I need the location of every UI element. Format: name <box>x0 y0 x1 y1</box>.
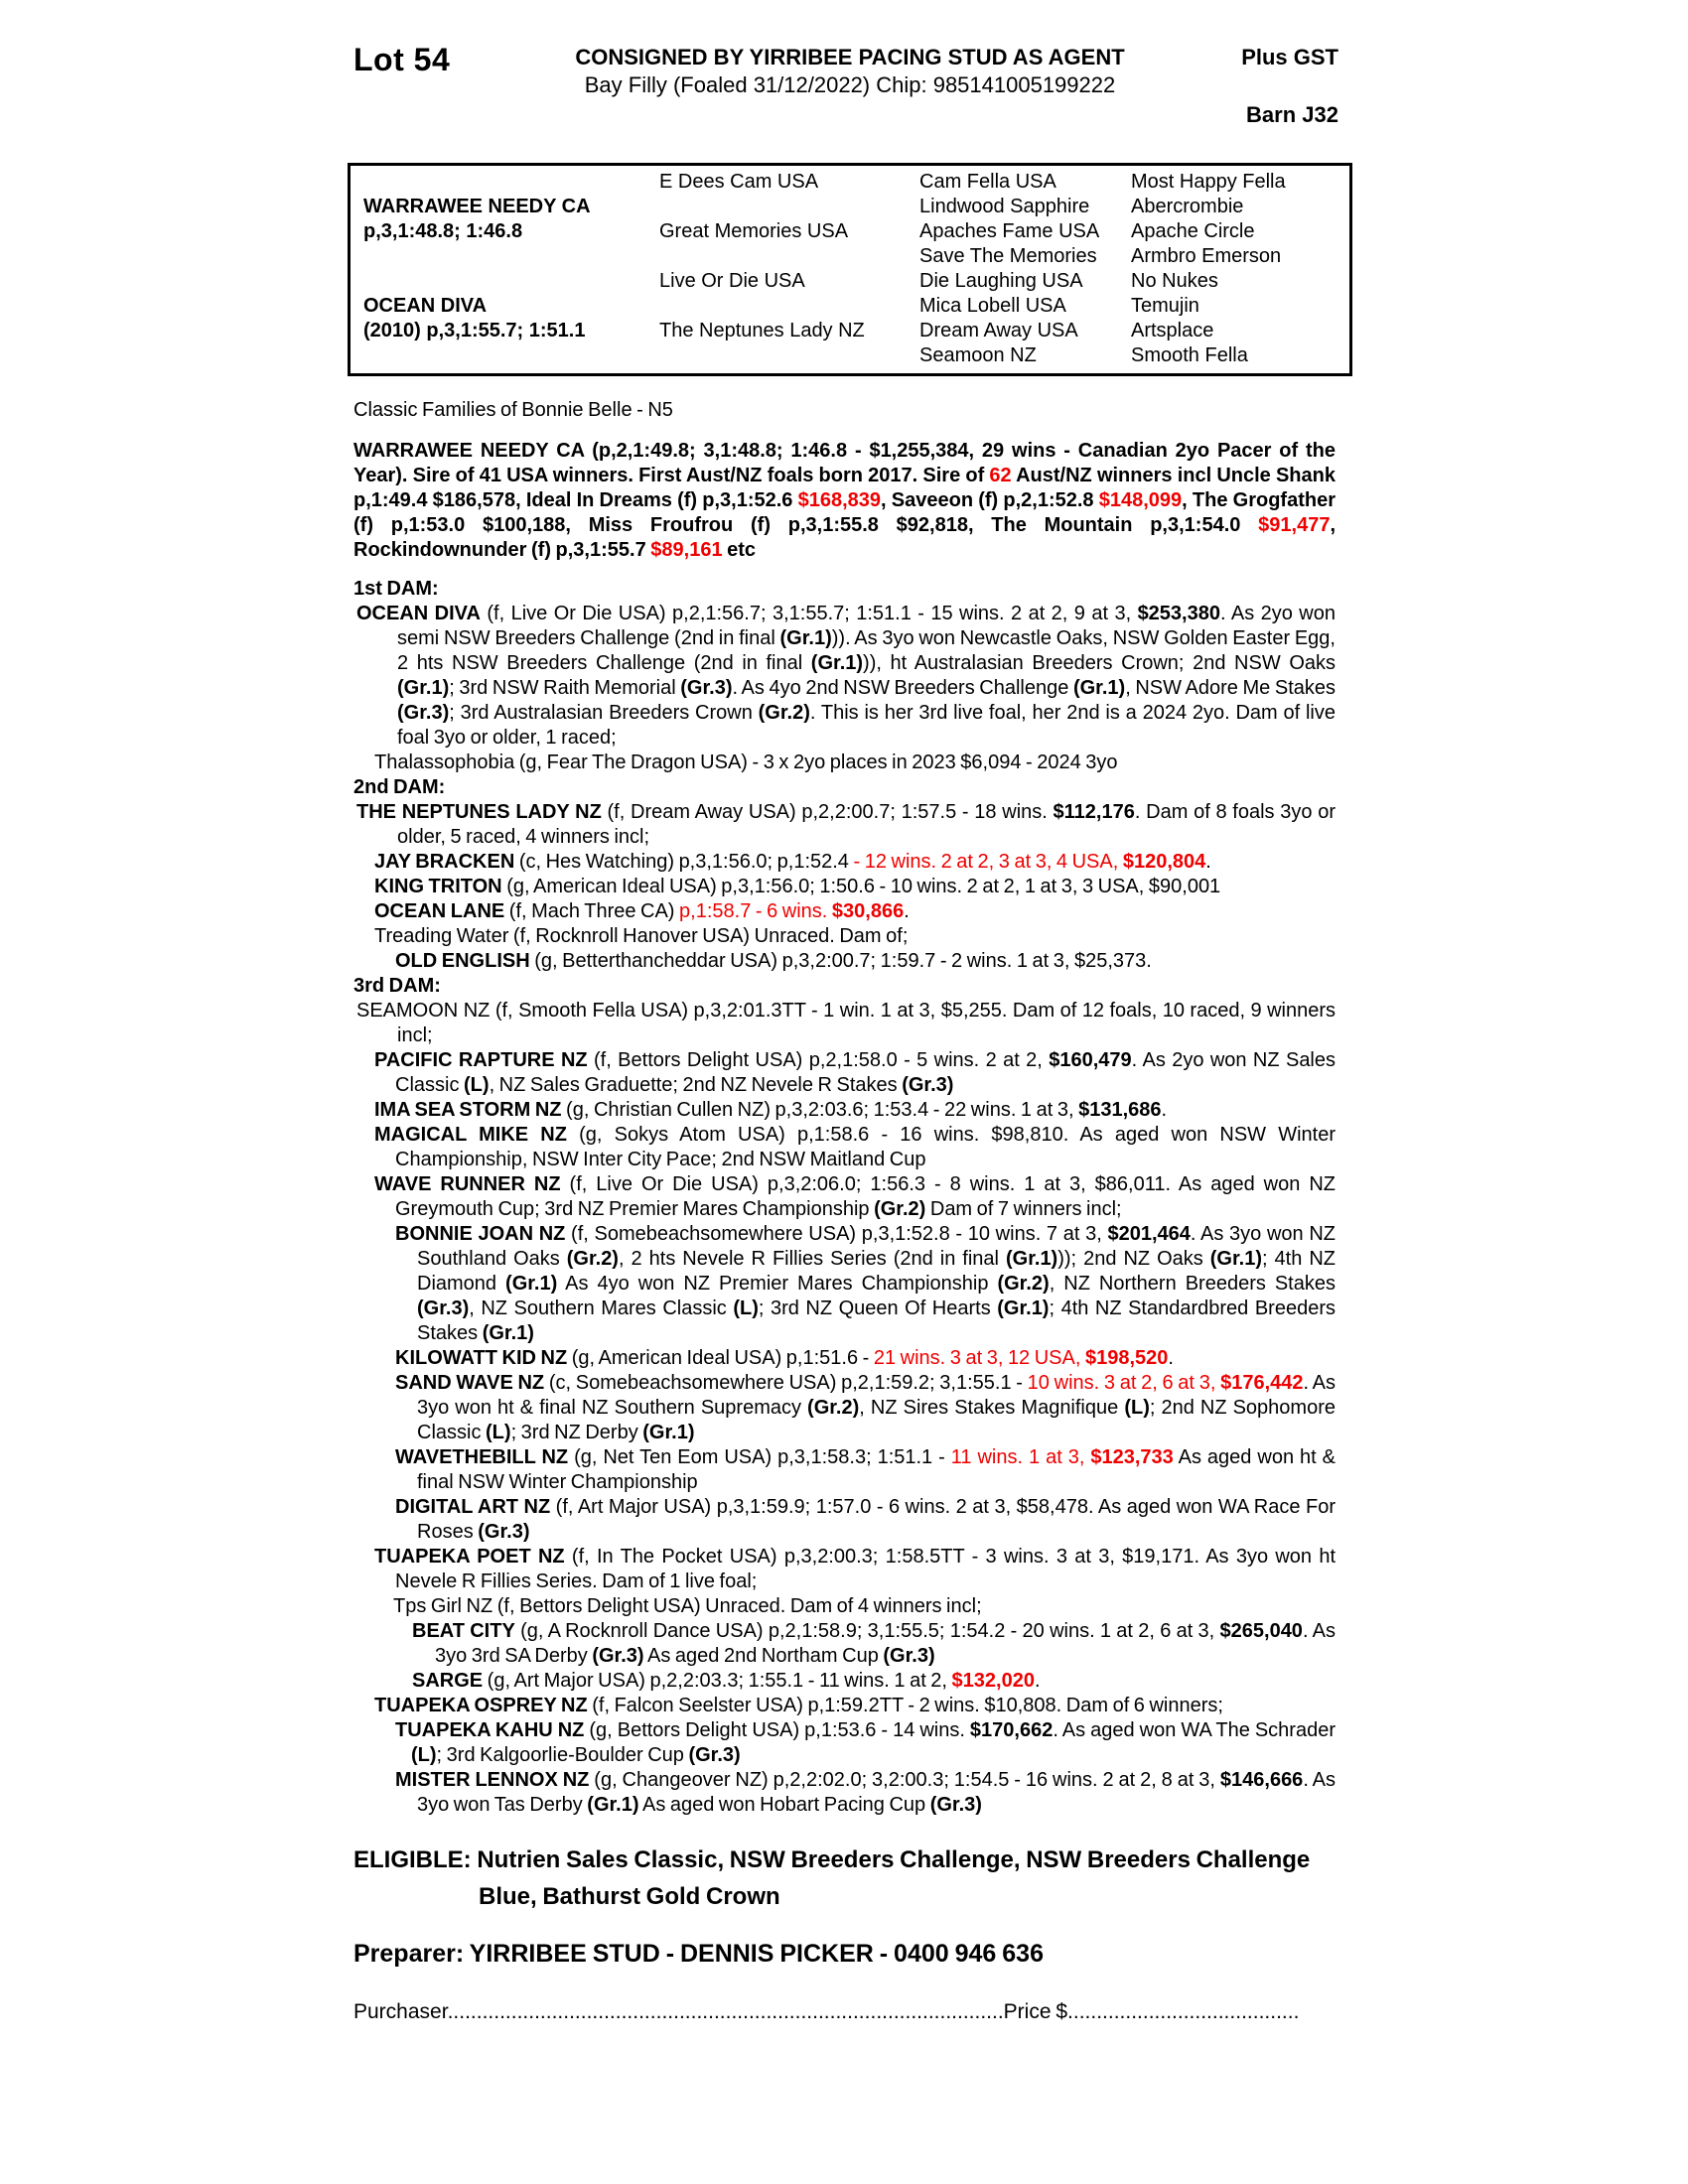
para-second-dam-label: 2nd DAM: <box>353 776 446 798</box>
pedigree-ancestor: Most Happy Fella <box>1131 171 1286 193</box>
pedigree-principal <box>351 269 646 294</box>
para-ocean-lane: OCEAN LANE (f, Mach Three CA) p,1:58.7 -… <box>374 900 910 922</box>
para-wavethebill: WAVETHEBILL NZ (g, Net Ten Eom USA) p,3,… <box>395 1446 1336 1493</box>
para-ima-sea-storm: IMA SEA STORM NZ (g, Christian Cullen NZ… <box>374 1099 1168 1121</box>
para-tuapeka-osprey: TUAPEKA OSPREY NZ (f, Falcon Seelster US… <box>374 1695 1223 1716</box>
pedigree-ancestor: Apaches Fame USA <box>919 220 1100 242</box>
pedigree-body: Classic Families of Bonnie Belle - N5 WAR… <box>348 398 1352 2025</box>
pedigree-principal: OCEAN DIVA <box>363 295 488 317</box>
pedigree-principal <box>351 343 646 368</box>
para-tps-girl: Tps Girl NZ (f, Bettors Delight USA) Unr… <box>393 1595 982 1617</box>
pedigree-ancestor: The Neptunes Lady NZ <box>659 320 865 341</box>
consignor-line: CONSIGNED BY YIRRIBEE PACING STUD AS AGE… <box>575 45 1125 69</box>
para-seamoon: SEAMOON NZ (f, Smooth Fella USA) p,3,2:0… <box>356 1000 1336 1046</box>
para-preparer: Preparer: YIRRIBEE STUD - DENNIS PICKER … <box>353 1940 1044 1968</box>
para-beat-city: BEAT CITY (g, A Rocknroll Dance USA) p,2… <box>412 1620 1336 1667</box>
pedigree-principal <box>351 170 646 195</box>
pedigree-ancestor: Armbro Emerson <box>1131 245 1282 267</box>
pedigree-ancestor: Abercrombie <box>1131 196 1244 217</box>
para-tuapeka-kahu: TUAPEKA KAHU NZ (g, Bettors Delight USA)… <box>395 1719 1336 1766</box>
para-mister-lennox: MISTER LENNOX NZ (g, Changeover NZ) p,2,… <box>395 1769 1336 1816</box>
pedigree-principal: WARRAWEE NEEDY CA <box>363 196 591 217</box>
pedigree-ancestor: Great Memories USA <box>659 220 849 242</box>
pedigree-ancestor <box>646 343 907 368</box>
horse-description: Bay Filly (Foaled 31/12/2022) Chip: 9851… <box>584 72 1116 97</box>
pedigree-ancestor: Cam Fella USA <box>919 171 1056 193</box>
para-old-english: OLD ENGLISH (g, Betterthancheddar USA) p… <box>395 950 1152 972</box>
pedigree-ancestor: Save The Memories <box>919 245 1097 267</box>
pedigree-principal: (2010) p,3,1:55.7; 1:51.1 <box>363 320 586 341</box>
para-ocean-diva: OCEAN DIVA (f, Live Or Die USA) p,2,1:56… <box>356 603 1336 749</box>
pedigree-ancestor: Dream Away USA <box>919 320 1078 341</box>
consignment-block: CONSIGNED BY YIRRIBEE PACING STUD AS AGE… <box>348 42 1352 99</box>
pedigree-ancestor: Seamoon NZ <box>919 344 1037 366</box>
gst-note: Plus GST <box>1241 45 1338 69</box>
para-tuapeka-poet: TUAPEKA POET NZ (f, In The Pocket USA) p… <box>374 1546 1336 1592</box>
pedigree-ancestor <box>646 244 907 269</box>
para-neptunes-lady: THE NEPTUNES LADY NZ (f, Dream Away USA)… <box>356 801 1336 848</box>
pedigree-ancestor: Smooth Fella <box>1131 344 1248 366</box>
pedigree-principal: p,3,1:48.8; 1:46.8 <box>363 220 523 242</box>
pedigree-ancestor: Mica Lobell USA <box>919 295 1066 317</box>
pedigree-ancestor: Artsplace <box>1131 320 1214 341</box>
para-third-dam-label: 3rd DAM: <box>353 975 441 997</box>
lot-number: Lot 54 <box>353 42 451 77</box>
pedigree-ancestor: Apache Circle <box>1131 220 1255 242</box>
para-king-triton: KING TRITON (g, American Ideal USA) p,3,… <box>374 876 1221 897</box>
pedigree-ancestor <box>646 294 907 319</box>
para-purchaser-line: Purchaser...............................… <box>353 2000 1300 2023</box>
para-sarge: SARGE (g, Art Major USA) p,2,2:03.3; 1:5… <box>412 1670 1041 1692</box>
para-treading-water: Treading Water (f, Rocknroll Hanover USA… <box>374 925 909 947</box>
pedigree-ancestor: Live Or Die USA <box>659 270 805 292</box>
pedigree-ancestor <box>646 195 907 219</box>
para-magical-mike: MAGICAL MIKE NZ (g, Sokys Atom USA) p,1:… <box>374 1124 1336 1170</box>
para-bonnie-joan: BONNIE JOAN NZ (f, Somebeachsomewhere US… <box>395 1223 1336 1344</box>
pedigree-principal <box>351 244 646 269</box>
pedigree-ancestor: E Dees Cam USA <box>659 171 819 193</box>
para-sire-summary: WARRAWEE NEEDY CA (p,2,1:49.8; 3,1:48.8;… <box>353 440 1336 561</box>
catalog-sheet: Lot 54 CONSIGNED BY YIRRIBEE PACING STUD… <box>348 0 1352 2025</box>
pedigree-ancestor: Lindwood Sapphire <box>919 196 1090 217</box>
para-thalassophobia: Thalassophobia (g, Fear The Dragon USA) … <box>374 751 1118 773</box>
pedigree-ancestor: Die Laughing USA <box>919 270 1083 292</box>
para-digital-art: DIGITAL ART NZ (f, Art Major USA) p,3,1:… <box>395 1496 1336 1543</box>
para-pacific-rapture: PACIFIC RAPTURE NZ (f, Bettors Delight U… <box>374 1049 1336 1096</box>
pedigree-table: E Dees Cam USA Cam Fella USA Most Happy Fe… <box>348 163 1352 376</box>
barn-number: Barn J32 <box>1246 102 1338 127</box>
para-first-dam-label: 1st DAM: <box>353 578 439 600</box>
pedigree-ancestor: Temujin <box>1131 295 1199 317</box>
para-family-line: Classic Families of Bonnie Belle - N5 <box>353 399 673 421</box>
para-kilowatt-kid: KILOWATT KID NZ (g, American Ideal USA) … <box>395 1347 1174 1369</box>
para-eligible: ELIGIBLE: Nutrien Sales Classic, NSW Bre… <box>353 1846 1311 1910</box>
para-sand-wave: SAND WAVE NZ (c, Somebeachsomewhere USA)… <box>395 1372 1336 1443</box>
para-wave-runner: WAVE RUNNER NZ (f, Live Or Die USA) p,3,… <box>374 1173 1336 1220</box>
para-jay-bracken: JAY BRACKEN (c, Hes Watching) p,3,1:56.0… <box>374 851 1211 873</box>
page-header: Lot 54 CONSIGNED BY YIRRIBEE PACING STUD… <box>348 42 1352 137</box>
pedigree-ancestor: No Nukes <box>1131 270 1218 292</box>
